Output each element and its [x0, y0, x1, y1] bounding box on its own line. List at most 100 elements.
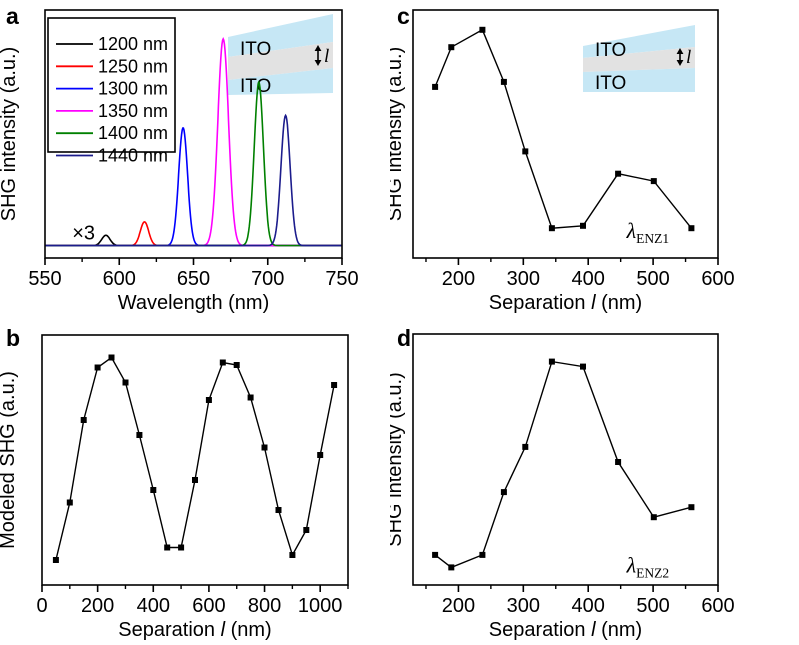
panel-label-b: b	[6, 325, 21, 351]
data-point-marker	[108, 354, 115, 361]
ito-wedge-inset: ITO ITO l	[583, 25, 695, 94]
arrowhead-up-icon	[314, 45, 322, 51]
data-point-marker	[331, 382, 338, 388]
scale-factor-annotation: ×3	[72, 222, 95, 244]
inset-ito-label-bottom: ITO	[595, 73, 626, 94]
data-point-marker	[136, 432, 143, 438]
data-point-marker	[52, 557, 59, 563]
data-point-marker	[247, 394, 254, 401]
x-axis-title: Separation l (nm)	[489, 619, 642, 641]
arrowhead-down-icon	[676, 60, 684, 66]
x-tick-label: 400	[572, 268, 605, 290]
ito-bottom-layer	[583, 68, 695, 92]
data-point-marker	[275, 507, 282, 513]
data-point-marker	[94, 364, 101, 371]
data-point-marker	[122, 379, 129, 386]
data-point-marker	[150, 487, 157, 493]
inset-ito-label-top: ITO	[595, 40, 626, 61]
panel-label-d: d	[397, 325, 412, 351]
x-tick-label: 400	[137, 595, 170, 617]
legend-entry-label: 1350 nm	[98, 101, 168, 121]
ito-bottom-layer	[228, 68, 333, 95]
x-tick-label: 300	[507, 268, 540, 290]
data-point-marker	[522, 443, 529, 450]
data-point-marker	[548, 225, 555, 232]
y-axis-title: Modeled SHG (a.u.)	[0, 371, 19, 549]
data-point-marker	[219, 359, 226, 366]
x-tick-label: 600	[103, 268, 136, 290]
enz-wavelength-annotation: λENZ1	[626, 218, 670, 246]
inset-gap-label: l	[324, 46, 329, 67]
data-point-marker	[178, 544, 185, 551]
x-tick-label: 700	[251, 268, 284, 290]
x-axis-title: Wavelength (nm)	[118, 292, 270, 314]
x-tick-label: 200	[81, 595, 114, 617]
x-tick-label: 500	[636, 595, 669, 617]
data-point-marker	[479, 551, 486, 558]
x-tick-label: 1000	[298, 595, 343, 617]
y-axis-title: SHG intensity (a.u.)	[390, 372, 406, 547]
spectrum-curve-1440nm	[45, 113, 342, 247]
x-tick-label: 550	[28, 268, 61, 290]
data-point-marker	[432, 83, 439, 90]
data-line	[55, 356, 335, 561]
data-point-marker	[261, 444, 268, 451]
data-point-marker	[479, 26, 486, 33]
inset-gap-label: l	[686, 47, 691, 68]
data-point-marker	[615, 459, 622, 465]
data-point-marker	[580, 222, 586, 229]
legend-entry-label: 1300 nm	[98, 79, 168, 99]
legend-entry-label: 1400 nm	[98, 123, 168, 143]
data-point-marker	[289, 552, 296, 558]
data-point-marker	[650, 514, 657, 521]
panel-d-chart: 200 300 400 500 600 Separation l (nm) SHG inte…	[390, 333, 735, 641]
legend-entry-label: 1440 nm	[98, 146, 168, 166]
ito-top-layer	[228, 14, 333, 57]
x-tick-label: 750	[325, 268, 358, 290]
y-axis-title: SHG intensity (a.u.)	[0, 47, 20, 222]
data-point-marker	[500, 489, 507, 496]
ito-wedge-inset: ITO ITO l	[228, 14, 333, 97]
axes-box	[412, 9, 719, 259]
wedge-gap	[583, 47, 695, 72]
data-point-marker	[192, 477, 198, 483]
data-point-marker	[317, 452, 324, 458]
legend-box	[47, 17, 176, 153]
legend-entry-label: 1200 nm	[98, 34, 168, 54]
data-point-marker	[80, 417, 87, 423]
x-tick-label: 500	[636, 268, 669, 290]
inset-ito-label-top: ITO	[240, 39, 271, 60]
x-tick-label: 400	[572, 595, 605, 617]
data-point-marker	[303, 527, 310, 533]
x-tick-label: 600	[192, 595, 225, 617]
data-point-marker	[205, 397, 212, 403]
x-axis-title: Separation l (nm)	[118, 619, 271, 641]
data-point-marker	[66, 499, 73, 506]
wedge-gap	[228, 42, 333, 80]
arrowhead-up-icon	[676, 48, 684, 54]
data-point-marker	[500, 78, 507, 85]
x-tick-label: 200	[442, 595, 475, 617]
x-axis-title: Separation l (nm)	[489, 292, 642, 314]
data-point-marker	[688, 504, 695, 511]
panel-label-c: c	[397, 3, 410, 29]
data-point-marker	[233, 362, 240, 368]
x-tick-label: 600	[701, 595, 734, 617]
data-point-marker	[432, 551, 439, 558]
data-point-marker	[580, 363, 586, 370]
x-tick-label: 200	[442, 268, 475, 290]
panel-label-a: a	[6, 3, 19, 29]
panel-a-chart: ITO ITO l 550 600 650 700 750 Wavelength (nm) SHG…	[0, 9, 359, 314]
data-line	[434, 28, 692, 229]
x-tick-label: 800	[248, 595, 281, 617]
data-point-marker	[448, 564, 455, 571]
data-line	[434, 360, 692, 569]
data-point-marker	[650, 178, 657, 185]
inset-ito-label-bottom: ITO	[240, 76, 271, 97]
data-point-marker	[688, 225, 695, 232]
legend-entry-label: 1250 nm	[98, 56, 168, 76]
axes-box	[412, 333, 719, 586]
axes-box	[41, 334, 349, 586]
